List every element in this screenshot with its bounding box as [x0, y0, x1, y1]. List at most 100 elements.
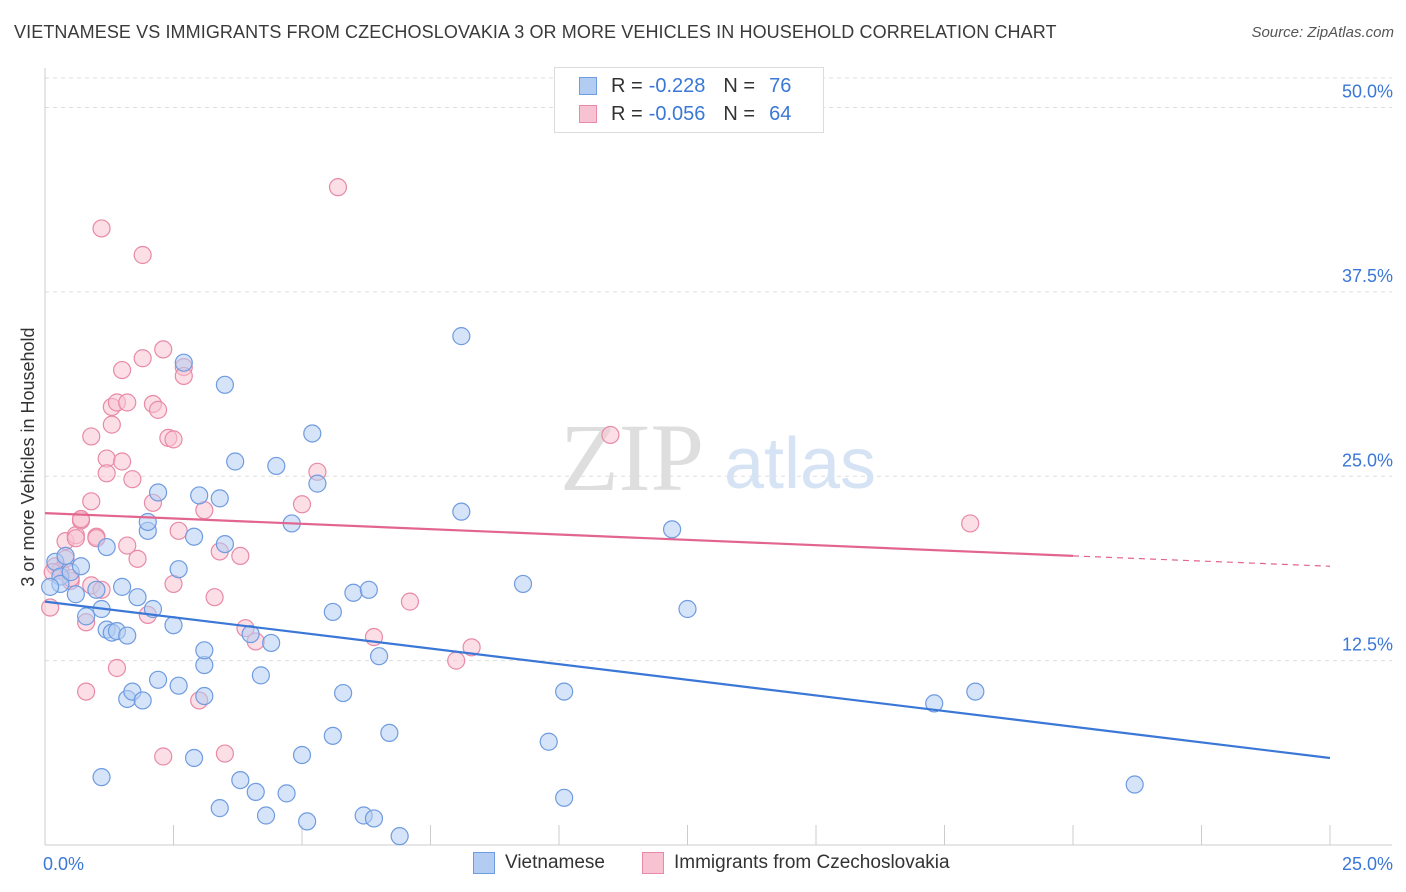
- czechoslovakia-point: [71, 509, 91, 529]
- watermark-zip: ZIP: [560, 404, 704, 511]
- czechoslovakia-point: [118, 536, 137, 555]
- czechoslovakia-point: [169, 521, 188, 540]
- chart-title: VIETNAMESE VS IMMIGRANTS FROM CZECHOSLOV…: [14, 22, 1057, 42]
- vietnamese-point: [195, 641, 214, 660]
- czechoslovakia-point: [154, 340, 173, 359]
- czechoslovakia-point: [107, 658, 127, 678]
- czechoslovakia-point: [77, 682, 96, 701]
- vietnamese-point: [174, 353, 193, 372]
- czechoslovakia-point: [97, 464, 116, 483]
- source-label: Source: ZipAtlas.com: [1251, 24, 1394, 41]
- czechoslovakia-point: [205, 588, 224, 607]
- data-points: [41, 178, 1144, 846]
- legend-swatch-blue: [473, 852, 495, 874]
- legend-n-value: 64: [769, 102, 792, 125]
- vietnamese-point: [87, 580, 106, 599]
- series-name: Vietnamese: [505, 852, 605, 873]
- vietnamese-point: [344, 583, 363, 602]
- vietnamese-point: [966, 682, 985, 701]
- vietnamese-point: [555, 682, 574, 701]
- vietnamese-point: [359, 580, 378, 599]
- axis-labels: 12.5% 25.0% 37.5% 50.0% 0.0% 25.0% 3 or more V…: [18, 82, 1393, 875]
- czechoslovakia-point: [118, 393, 137, 412]
- legend-r-value: -0.228: [648, 74, 706, 97]
- czechoslovakia-point: [123, 470, 142, 489]
- correlation-legend: R = -0.228 N = 76 R = -0.056 N = 64: [554, 67, 824, 133]
- vietnamese-point: [169, 676, 188, 695]
- czechoslovakia-point: [128, 549, 147, 568]
- czechoslovakia-point: [961, 514, 980, 533]
- vietnamese-point: [215, 534, 234, 554]
- czechoslovakia-point: [601, 425, 620, 445]
- vietnamese-point: [169, 560, 188, 579]
- watermark-atlas: atlas: [724, 424, 876, 504]
- vietnamese-point: [112, 577, 132, 596]
- czechoslovakia-trend-extension: [1072, 555, 1331, 567]
- vietnamese-point: [262, 633, 281, 653]
- vietnamese-point: [148, 670, 168, 689]
- czechoslovakia-point: [164, 430, 183, 449]
- vietnamese-point: [539, 732, 558, 751]
- legend-n-value: 76: [769, 74, 792, 97]
- vietnamese-point: [370, 647, 389, 666]
- vietnamese-point: [56, 546, 75, 566]
- vietnamese-point: [390, 827, 409, 846]
- legend-row-czechoslovakia: R = -0.056 N = 64: [579, 100, 791, 128]
- gridlines: [45, 77, 1392, 662]
- vietnamese-point: [215, 375, 234, 394]
- vietnamese-point: [303, 424, 322, 443]
- vietnamese-point: [246, 782, 265, 802]
- czechoslovakia-point: [133, 245, 152, 265]
- series-legend-vietnamese[interactable]: Vietnamese: [473, 852, 605, 874]
- y-tick-label: 50.0%: [1342, 82, 1393, 102]
- legend-n-label: N =: [723, 74, 756, 97]
- vietnamese-point: [925, 694, 944, 713]
- series-name: Immigrants from Czechoslovakia: [674, 852, 950, 873]
- legend-row-vietnamese: R = -0.228 N = 76: [579, 72, 791, 100]
- vietnamese-point: [256, 806, 276, 825]
- y-tick-label: 25.0%: [1342, 450, 1393, 470]
- czechoslovakia-point: [447, 651, 466, 670]
- vietnamese-trend-line: [44, 600, 1331, 760]
- vietnamese-point: [662, 520, 682, 539]
- vietnamese-point: [128, 588, 147, 607]
- czechoslovakia-point: [112, 360, 132, 380]
- vietnamese-point: [66, 585, 85, 604]
- vietnamese-point: [210, 489, 229, 508]
- czechoslovakia-point: [102, 415, 121, 434]
- vietnamese-point: [298, 812, 317, 831]
- vietnamese-point: [323, 602, 342, 622]
- czechoslovakia-point: [231, 546, 250, 566]
- czechoslovakia-point: [133, 349, 152, 368]
- x-tick-label: 25.0%: [1342, 854, 1393, 874]
- legend-swatch-pink: [642, 852, 664, 874]
- vietnamese-point: [184, 748, 204, 768]
- vietnamese-point: [71, 557, 91, 576]
- vietnamese-point: [118, 626, 137, 645]
- vietnamese-point: [164, 616, 183, 635]
- vietnamese-point: [334, 683, 353, 703]
- vietnamese-point: [678, 599, 697, 619]
- czechoslovakia-point: [154, 747, 173, 766]
- vietnamese-point: [97, 537, 116, 557]
- czechoslovakia-point: [148, 400, 168, 419]
- czechoslovakia-point: [92, 219, 111, 238]
- vietnamese-point: [138, 512, 157, 532]
- czechoslovakia-point: [400, 592, 420, 611]
- legend-swatch-blue: [579, 77, 597, 95]
- vietnamese-point: [41, 577, 60, 596]
- vietnamese-point: [323, 726, 342, 745]
- legend-r-value: -0.056: [648, 102, 706, 125]
- y-tick-label: 12.5%: [1342, 635, 1393, 655]
- trend-lines: [44, 512, 1331, 760]
- vietnamese-point: [513, 574, 533, 594]
- series-legend-czechoslovakia[interactable]: Immigrants from Czechoslovakia: [642, 852, 950, 874]
- czechoslovakia-point: [82, 427, 101, 446]
- watermark: ZIP atlas: [560, 404, 876, 511]
- vietnamese-point: [277, 784, 296, 803]
- legend-r-label: R =: [611, 102, 643, 125]
- vietnamese-point: [226, 452, 245, 471]
- legend-n-label: N =: [723, 102, 756, 125]
- y-tick-label: 37.5%: [1342, 266, 1393, 286]
